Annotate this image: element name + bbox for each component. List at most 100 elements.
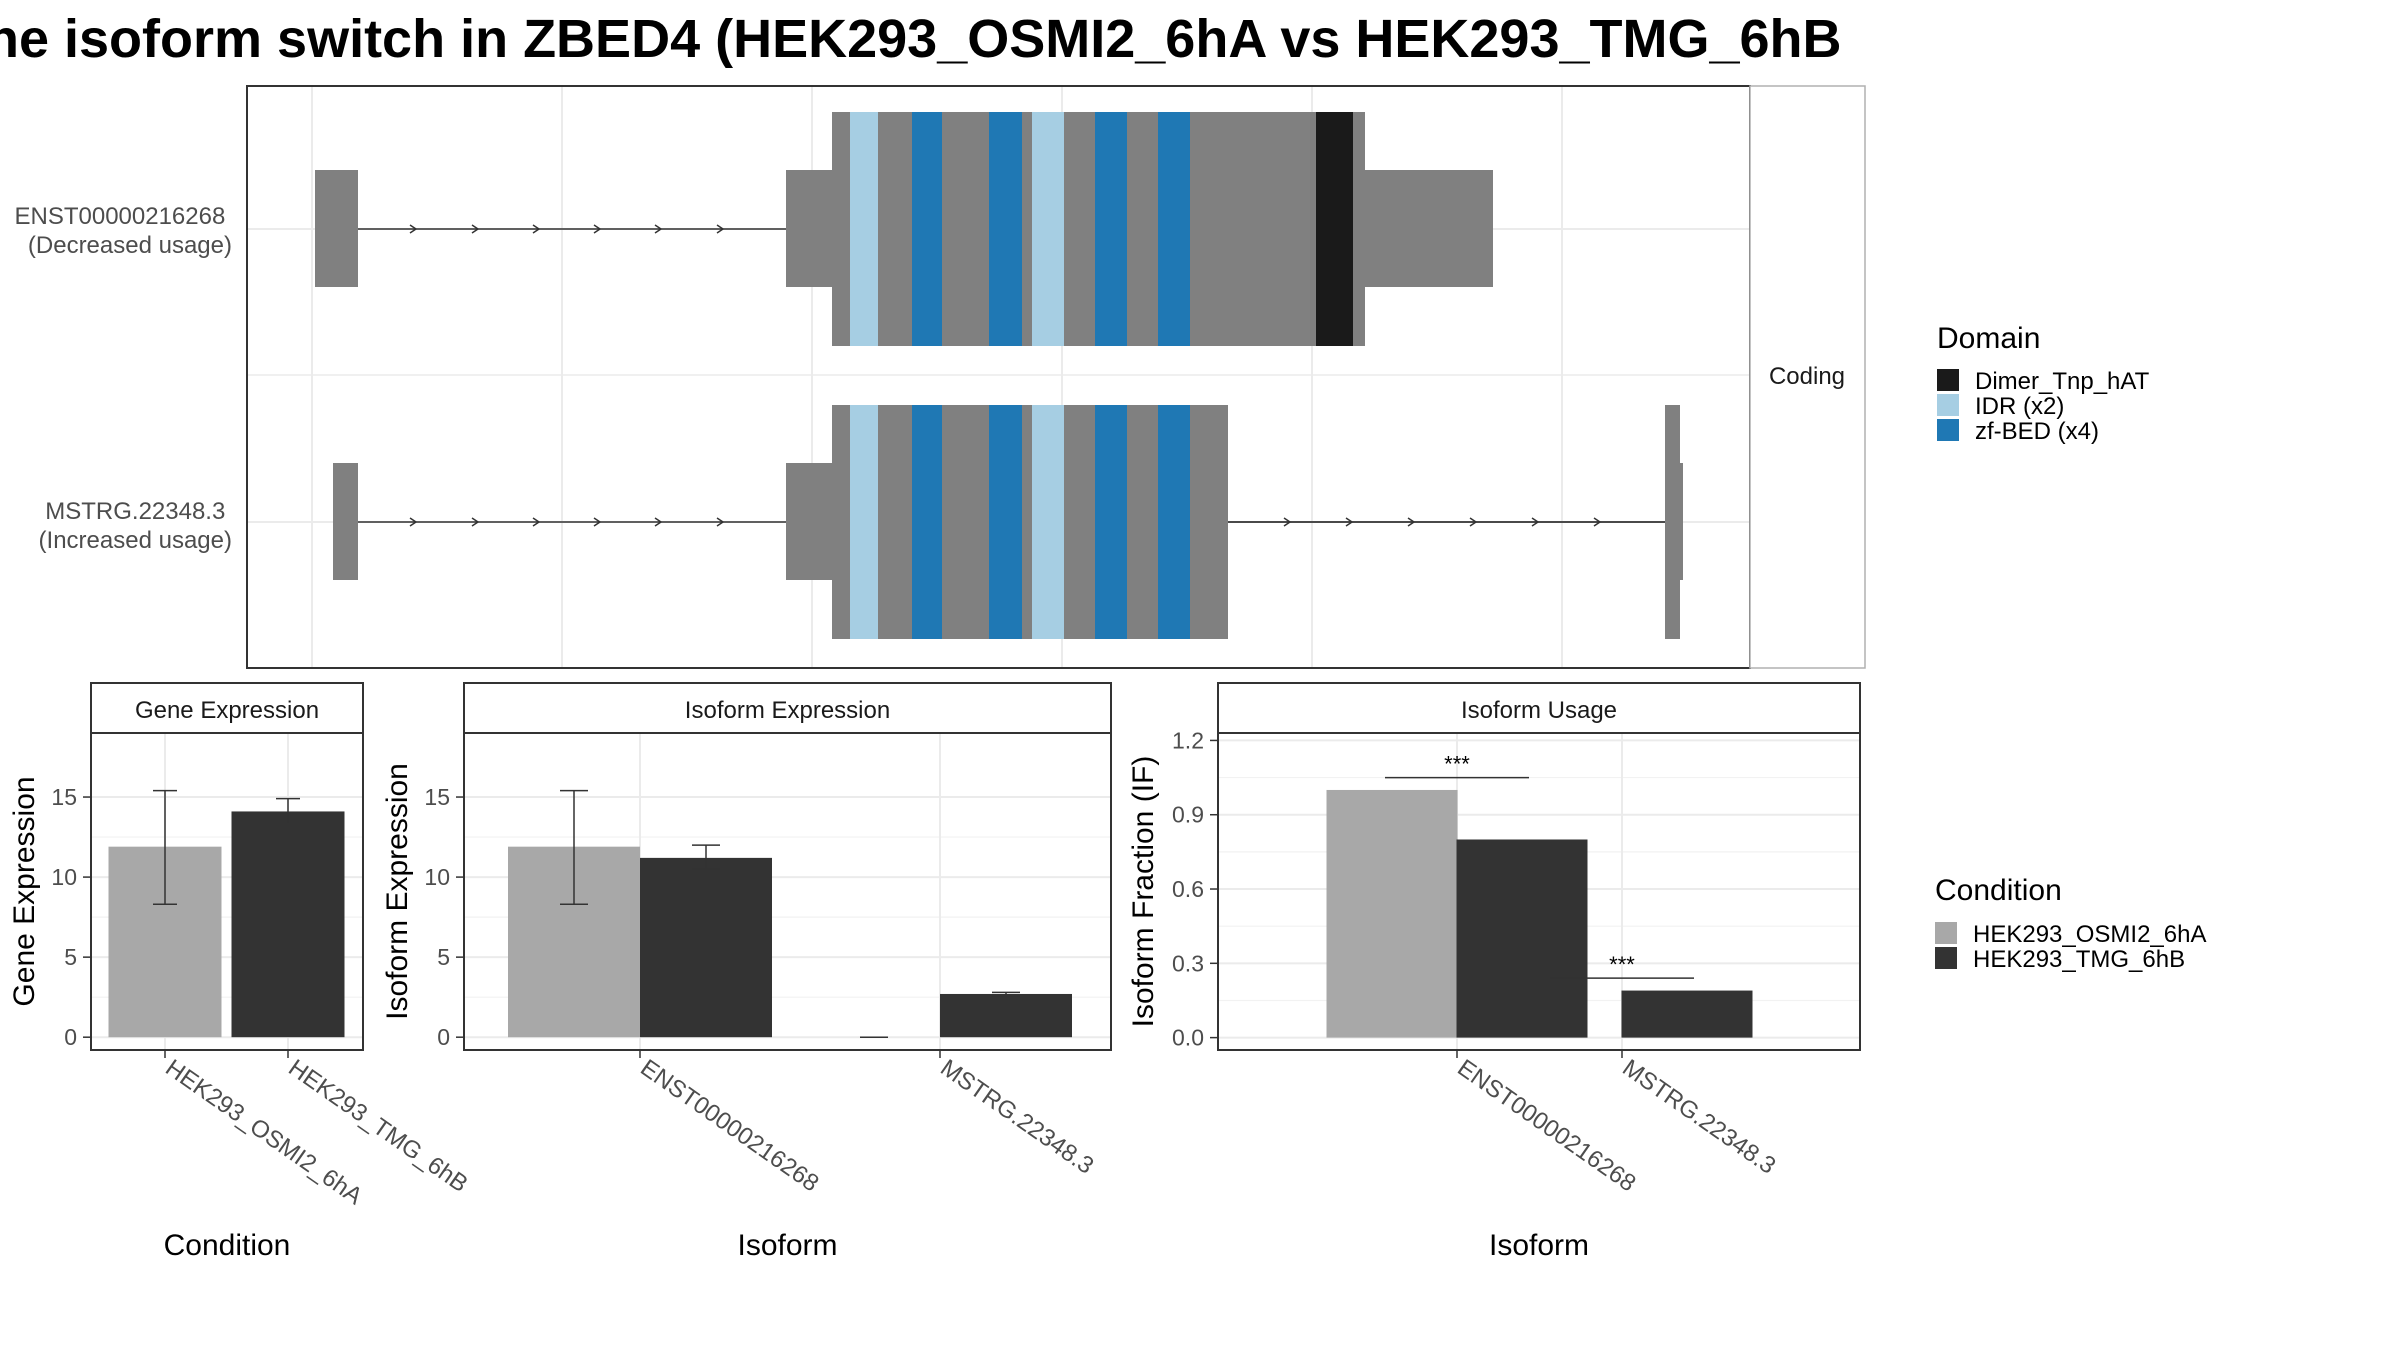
bar-s1-c0 <box>1456 839 1588 1038</box>
tx2-domain-4 <box>1095 405 1127 639</box>
x-tick-label-1: MSTRG.22348.3 <box>1617 1054 1780 1179</box>
transcript-label-1-line1: ENST00000216268 <box>14 203 225 230</box>
tx1-utr-right <box>1363 170 1493 287</box>
domain-legend: Domain Dimer_Tnp_hAT IDR (x2) zf-BED (x4… <box>1937 322 2150 445</box>
y-tick-label-0: 0 <box>64 1024 77 1050</box>
significance-label-0: *** <box>1444 752 1470 777</box>
y-tick-label-0: 0 <box>437 1024 450 1050</box>
tx2-a-intron-arrow-0 <box>409 517 418 527</box>
figure-title: he isoform switch in ZBED4 (HEK293_OSMI2… <box>0 9 1842 69</box>
strip-box <box>1217 682 1861 734</box>
tx2-exon-1 <box>333 463 358 580</box>
y-tick-label-1: 5 <box>437 944 450 970</box>
transcript-label-2-line2: (Increased usage) <box>39 527 232 554</box>
tx1-domain-5 <box>1158 112 1190 346</box>
transcript-structure-panel: Coding ENST00000216268 (Decreased usage)… <box>14 85 1866 669</box>
y-axis-label: Gene Expression <box>8 776 41 1006</box>
isoform-expression-chart: Isoform Expression 0 5 10 15 ENST00000216268 M… <box>381 682 1112 1262</box>
y-tick-label-2: 0.6 <box>1172 876 1204 902</box>
tx1-domain-3 <box>1032 112 1064 346</box>
tx1-domain-0 <box>850 112 878 346</box>
condition-legend: Condition HEK293_OSMI2_6hA HEK293_TMG_6h… <box>1935 874 2206 973</box>
legend-label-dimer: Dimer_Tnp_hAT <box>1975 368 2150 395</box>
legend-label-idr: IDR (x2) <box>1975 393 2064 420</box>
x-tick-label-0: HEK293_OSMI2_6hA <box>160 1054 367 1210</box>
tx1-intron-arrow-2 <box>532 224 541 234</box>
tx2-a-intron-arrow-4 <box>654 517 663 527</box>
x-tick-label-1: MSTRG.22348.3 <box>935 1054 1098 1179</box>
transcript-label-2-line1: MSTRG.22348.3 <box>45 498 225 525</box>
tx2-domain-1 <box>912 405 942 639</box>
x-axis-label: Isoform <box>1489 1229 1589 1262</box>
tx2-domain-5 <box>1158 405 1190 639</box>
x-tick-label-0: ENST00000216268 <box>1452 1054 1640 1197</box>
bar-s1-c1 <box>940 993 1072 1038</box>
legend-swatch-zfbed <box>1937 419 1959 441</box>
tx1-domain-2 <box>989 112 1022 346</box>
x-axis-label: Condition <box>164 1229 291 1262</box>
tx2-exon-last-utr <box>1678 463 1683 580</box>
bar-s1-c1 <box>1621 990 1753 1038</box>
tx1-domain-1 <box>912 112 942 346</box>
y-tick-label-3: 15 <box>424 784 450 810</box>
panel-title: Gene Expression <box>135 697 319 724</box>
y-tick-label-1: 5 <box>64 944 77 970</box>
panel-title: Isoform Usage <box>1461 697 1617 724</box>
significance-label-1: *** <box>1609 952 1635 977</box>
legend-swatch-idr <box>1937 394 1959 416</box>
coding-strip <box>1749 85 1866 669</box>
y-tick-label-2: 10 <box>424 864 450 890</box>
tx2-a-intron-arrow-1 <box>471 517 480 527</box>
isoform-usage-chart: *** *** Isoform Usage 0.0 0.3 0.6 0.9 1.2 ENST00… <box>1127 682 1861 1262</box>
tx2-domain-3 <box>1032 405 1064 639</box>
tx1-intron-arrow-4 <box>654 224 663 234</box>
tx1-intron-arrow-5 <box>716 224 725 234</box>
panel-title: Isoform Expression <box>685 697 890 724</box>
tx2-a-intron-arrow-5 <box>716 517 725 527</box>
tx1-intron-arrow-1 <box>471 224 480 234</box>
legend-swatch-tmg <box>1935 947 1957 969</box>
legend-swatch-dimer <box>1937 369 1959 391</box>
condition-legend-title: Condition <box>1935 874 2062 907</box>
y-tick-label-0: 0.0 <box>1172 1025 1204 1051</box>
tx2-domain-0 <box>850 405 878 639</box>
tx2-exon-last <box>1665 405 1680 639</box>
x-tick-label-0: ENST00000216268 <box>635 1054 823 1197</box>
tx2-b-intron-arrow-2 <box>1407 517 1416 527</box>
y-tick-label-1: 0.3 <box>1172 950 1204 976</box>
tx1-utr-left <box>786 170 833 287</box>
legend-label-zfbed: zf-BED (x4) <box>1975 418 2099 445</box>
tx2-b-intron-arrow-5 <box>1593 517 1602 527</box>
y-axis-label: Isoform Fraction (IF) <box>1127 756 1160 1028</box>
tx2-b-intron-arrow-1 <box>1345 517 1354 527</box>
coding-strip-label: Coding <box>1769 363 1845 390</box>
strip-box <box>90 682 364 734</box>
transcript-label-2: MSTRG.22348.3 (Increased usage) <box>39 498 232 554</box>
tx1-intron-arrow-0 <box>409 224 418 234</box>
legend-swatch-osmi2 <box>1935 922 1957 944</box>
tx2-utr-left <box>786 463 833 580</box>
bar-s0-c0 <box>1326 789 1458 1038</box>
tx2-a-intron-arrow-2 <box>532 517 541 527</box>
y-tick-label-3: 15 <box>51 784 77 810</box>
tx1-domain-4 <box>1095 112 1127 346</box>
y-tick-label-3: 0.9 <box>1172 802 1204 828</box>
tx2-a-intron-arrow-3 <box>593 517 602 527</box>
x-axis-label: Isoform <box>737 1229 837 1262</box>
transcript-label-1-line2: (Decreased usage) <box>28 232 232 259</box>
strip-box <box>463 682 1112 734</box>
y-axis-label: Isoform Expression <box>381 763 414 1020</box>
bar-1 <box>231 811 345 1038</box>
domain-legend-title: Domain <box>1937 322 2040 355</box>
legend-label-osmi2: HEK293_OSMI2_6hA <box>1973 921 2206 948</box>
legend-label-tmg: HEK293_TMG_6hB <box>1973 946 2185 973</box>
tx1-exon-1 <box>315 170 358 287</box>
transcript-label-1: ENST00000216268 (Decreased usage) <box>14 203 232 259</box>
tx1-domain-dimer <box>1316 112 1353 346</box>
y-tick-label-4: 1.2 <box>1172 727 1204 753</box>
transcript-shapes <box>315 112 1683 639</box>
tx2-b-intron-arrow-0 <box>1283 517 1292 527</box>
bar-s1-c0 <box>640 857 772 1038</box>
tx2-domain-2 <box>989 405 1022 639</box>
